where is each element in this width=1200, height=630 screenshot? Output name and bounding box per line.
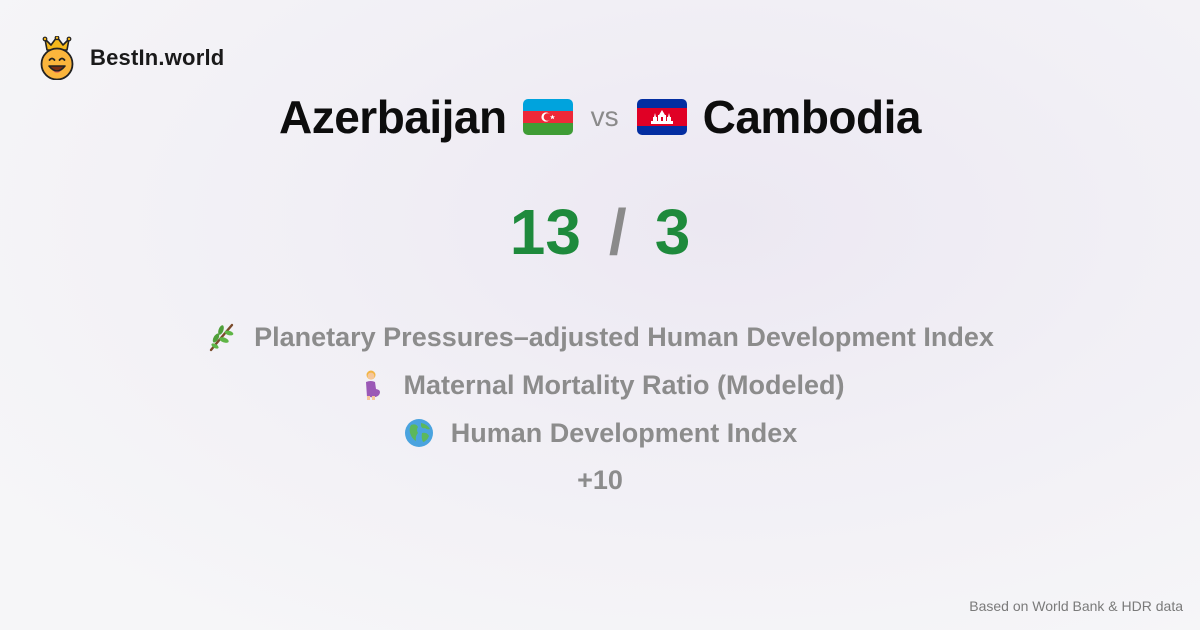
- left-country-name[interactable]: Azerbaijan: [278, 91, 507, 143]
- pregnant-woman-icon: [366, 370, 381, 400]
- right-score: 3: [654, 196, 691, 268]
- metric-item[interactable]: Planetary Pressures–adjusted Human Devel…: [206, 313, 994, 361]
- brand-name: BestIn.world: [90, 45, 225, 70]
- metric-label: Maternal Mortality Ratio (Modeled): [403, 369, 845, 400]
- herb-sprig-icon: [209, 323, 234, 352]
- score-separator: /: [608, 196, 627, 268]
- crowned-smiley-icon: [40, 36, 74, 80]
- azerbaijan-flag-icon: [522, 99, 573, 135]
- brand[interactable]: BestIn.world: [38, 36, 224, 80]
- score: 13 / 3: [0, 192, 1200, 272]
- right-country-name[interactable]: Cambodia: [702, 91, 922, 143]
- metric-item[interactable]: Maternal Mortality Ratio (Modeled): [355, 361, 845, 409]
- vs-label: vs: [590, 101, 619, 132]
- cambodia-flag-icon: [636, 99, 687, 135]
- data-source-note: Based on World Bank & HDR data: [969, 598, 1183, 614]
- metric-label: Planetary Pressures–adjusted Human Devel…: [254, 321, 994, 352]
- left-score: 13: [509, 196, 581, 268]
- more-metrics-count[interactable]: +10: [577, 464, 623, 495]
- metric-list: Planetary Pressures–adjusted Human Devel…: [0, 313, 1200, 503]
- comparison-headline: Azerbaijan vs Cambodia: [0, 86, 1200, 148]
- metric-item[interactable]: Human Development Index: [403, 409, 798, 457]
- globe-icon: [404, 419, 433, 447]
- metric-label: Human Development Index: [450, 417, 798, 448]
